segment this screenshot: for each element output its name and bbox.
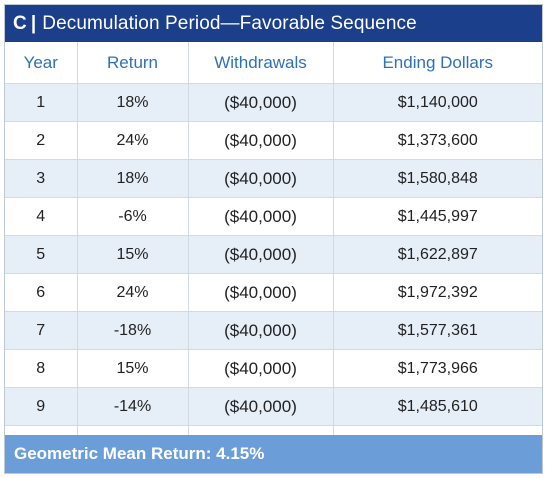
cell-ending-dollars: $1,622,897 bbox=[333, 236, 542, 274]
cell-withdrawal: ($40,000) bbox=[188, 312, 333, 350]
cell-ending-dollars: $1,577,361 bbox=[333, 312, 542, 350]
cell-year: 5 bbox=[5, 236, 77, 274]
cell-return: 15% bbox=[77, 350, 188, 388]
table-row: 8 15% ($40,000) $1,773,966 bbox=[5, 350, 542, 388]
table-body: 1 18% ($40,000) $1,140,000 2 24% ($40,000) $1,3… bbox=[5, 84, 542, 464]
cell-return: -18% bbox=[77, 312, 188, 350]
cell-return: 18% bbox=[77, 160, 188, 198]
cell-return: 18% bbox=[77, 84, 188, 122]
cell-withdrawal: ($40,000) bbox=[188, 122, 333, 160]
cell-withdrawal: ($40,000) bbox=[188, 274, 333, 312]
cell-withdrawal: ($40,000) bbox=[188, 198, 333, 236]
cell-return: -14% bbox=[77, 388, 188, 426]
cell-ending-dollars: $1,140,000 bbox=[333, 84, 542, 122]
table-row: 9 -14% ($40,000) $1,485,610 bbox=[5, 388, 542, 426]
cell-ending-dollars: $1,580,848 bbox=[333, 160, 542, 198]
cell-year: 6 bbox=[5, 274, 77, 312]
cell-withdrawal: ($40,000) bbox=[188, 388, 333, 426]
title-separator: | bbox=[31, 13, 36, 35]
cell-withdrawal: ($40,000) bbox=[188, 160, 333, 198]
table-row: 1 18% ($40,000) $1,140,000 bbox=[5, 84, 542, 122]
cell-year: 7 bbox=[5, 312, 77, 350]
table-row: 6 24% ($40,000) $1,972,392 bbox=[5, 274, 542, 312]
cell-withdrawal: ($40,000) bbox=[188, 84, 333, 122]
header-return: Return bbox=[77, 42, 188, 84]
header-row: Year Return Withdrawals Ending Dollars bbox=[5, 42, 542, 84]
table-row: 4 -6% ($40,000) $1,445,997 bbox=[5, 198, 542, 236]
table-row: 3 18% ($40,000) $1,580,848 bbox=[5, 160, 542, 198]
cell-ending-dollars: $1,972,392 bbox=[333, 274, 542, 312]
title-text: Decumulation Period—Favorable Sequence bbox=[42, 13, 417, 35]
table-title: C | Decumulation Period—Favorable Sequen… bbox=[5, 5, 542, 42]
cell-return: 24% bbox=[77, 122, 188, 160]
cell-ending-dollars: $1,773,966 bbox=[333, 350, 542, 388]
cell-ending-dollars: $1,445,997 bbox=[333, 198, 542, 236]
table-row: 2 24% ($40,000) $1,373,600 bbox=[5, 122, 542, 160]
cell-year: 9 bbox=[5, 388, 77, 426]
cell-ending-dollars: $1,485,610 bbox=[333, 388, 542, 426]
decumulation-table: Year Return Withdrawals Ending Dollars 1… bbox=[5, 42, 542, 464]
table-row: 5 15% ($40,000) $1,622,897 bbox=[5, 236, 542, 274]
cell-ending-dollars: $1,373,600 bbox=[333, 122, 542, 160]
cell-withdrawal: ($40,000) bbox=[188, 236, 333, 274]
cell-return: 24% bbox=[77, 274, 188, 312]
table-row: 7 -18% ($40,000) $1,577,361 bbox=[5, 312, 542, 350]
cell-year: 1 bbox=[5, 84, 77, 122]
table-panel: C | Decumulation Period—Favorable Sequen… bbox=[4, 4, 543, 474]
geometric-mean-footer: Geometric Mean Return: 4.15% bbox=[5, 435, 542, 473]
header-ending-dollars: Ending Dollars bbox=[333, 42, 542, 84]
cell-year: 3 bbox=[5, 160, 77, 198]
cell-year: 4 bbox=[5, 198, 77, 236]
cell-withdrawal: ($40,000) bbox=[188, 350, 333, 388]
title-letter: C bbox=[13, 13, 27, 35]
cell-return: 15% bbox=[77, 236, 188, 274]
cell-year: 2 bbox=[5, 122, 77, 160]
cell-year: 8 bbox=[5, 350, 77, 388]
header-year: Year bbox=[5, 42, 77, 84]
header-withdrawals: Withdrawals bbox=[188, 42, 333, 84]
cell-return: -6% bbox=[77, 198, 188, 236]
